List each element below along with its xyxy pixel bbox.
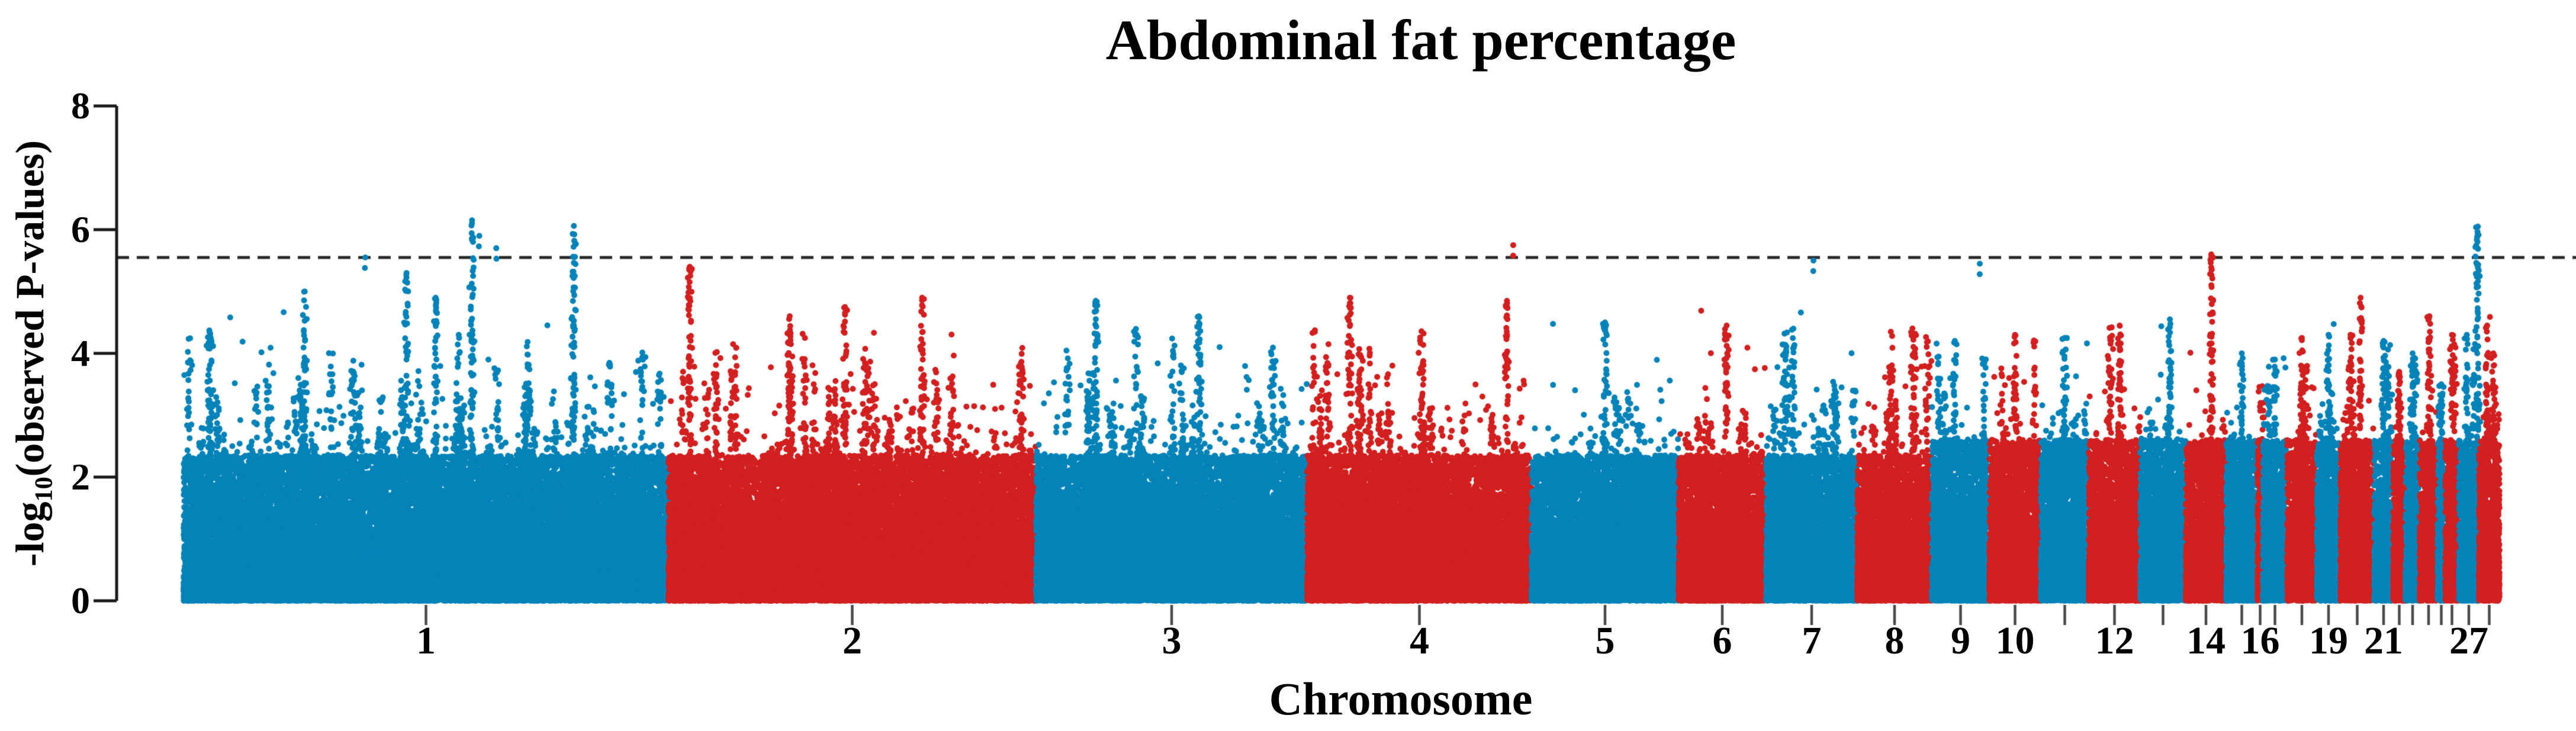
- y-axis-title-prefix: -log: [7, 501, 53, 567]
- x-tick-label: 16: [2240, 619, 2280, 662]
- x-tick-label: 3: [1162, 619, 1182, 662]
- x-tick-label: 14: [2186, 619, 2226, 662]
- x-tick-label: 8: [1884, 619, 1905, 662]
- x-tick-label: 12: [2095, 619, 2134, 662]
- x-tick-label: 7: [1802, 619, 1822, 662]
- x-tick-label: 4: [1410, 619, 1429, 662]
- x-tick-label: 10: [1995, 619, 2035, 662]
- y-tick-label: 8: [71, 85, 90, 127]
- x-tick-label: 9: [1951, 619, 1970, 662]
- x-tick-label: 21: [2364, 619, 2403, 662]
- x-axis-title: Chromosome: [1269, 673, 1533, 724]
- x-tick-label: 1: [416, 619, 436, 662]
- y-tick-label: 2: [71, 456, 90, 498]
- chart-title: Abdominal fat percentage: [1105, 8, 1736, 72]
- y-tick-label: 0: [71, 579, 90, 621]
- x-tick-label: 2: [842, 619, 862, 662]
- y-axis-title-suffix: (observed P-values): [7, 140, 53, 477]
- y-tick-label: 4: [71, 332, 90, 374]
- x-tick-label: 6: [1712, 619, 1732, 662]
- y-tick-label: 6: [71, 208, 90, 250]
- x-tick-label: 19: [2309, 619, 2348, 662]
- x-tick-label: 27: [2449, 619, 2488, 662]
- x-tick-label: 5: [1595, 619, 1615, 662]
